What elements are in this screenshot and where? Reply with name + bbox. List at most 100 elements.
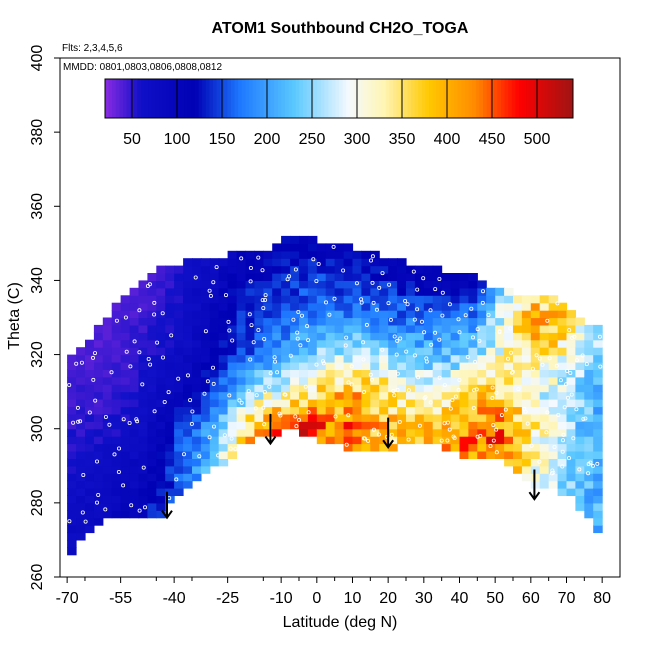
heatmap-cell — [236, 250, 247, 259]
heatmap-cell — [111, 436, 122, 445]
heatmap-cell — [156, 465, 166, 474]
heatmap-cell — [388, 273, 398, 281]
heatmap-cell — [548, 317, 559, 326]
heatmap-cell — [477, 362, 487, 370]
heatmap-cell — [459, 332, 469, 341]
colorbar-segment — [515, 79, 520, 118]
heatmap-cell — [138, 480, 148, 489]
colorbar-segment — [339, 79, 344, 118]
heatmap-cell — [254, 413, 264, 422]
heatmap-cell — [414, 413, 425, 422]
heatmap-cell — [441, 384, 452, 393]
heatmap-cell — [227, 428, 238, 437]
heatmap-cell — [227, 250, 238, 259]
heatmap-cell — [307, 413, 318, 422]
observation-point — [564, 382, 569, 387]
observation-point — [237, 398, 242, 403]
heatmap-cell — [361, 399, 371, 408]
heatmap-cell — [325, 317, 336, 326]
heatmap-cell — [147, 443, 157, 452]
heatmap-cell — [192, 324, 202, 333]
observation-point — [386, 301, 391, 306]
heatmap-cell — [539, 339, 550, 348]
heatmap-cell — [388, 369, 398, 378]
heatmap-cell — [432, 287, 443, 296]
observation-point — [480, 300, 485, 305]
heatmap-cell — [263, 332, 273, 341]
colorbar-segment — [126, 79, 131, 118]
heatmap-cell — [165, 443, 175, 452]
heatmap-cell — [441, 287, 452, 296]
heatmap-cell — [325, 302, 336, 311]
colorbar-segment — [141, 79, 146, 118]
heatmap-cell — [147, 384, 157, 393]
heatmap-cell — [468, 384, 478, 393]
colorbar-segment — [256, 79, 261, 118]
heatmap-cell — [147, 317, 157, 326]
heatmap-cell — [165, 317, 175, 326]
heatmap-cell — [76, 413, 86, 422]
heatmap-cell — [165, 465, 175, 474]
observation-point — [275, 370, 280, 375]
heatmap-cell — [129, 295, 140, 304]
heatmap-cell — [200, 362, 211, 370]
colorbar-segment — [432, 79, 437, 118]
heatmap-cell — [557, 451, 568, 459]
observation-point — [160, 311, 165, 316]
observation-point — [251, 340, 256, 345]
observation-point — [247, 312, 252, 317]
heatmap-cell — [147, 324, 157, 333]
observation-point — [456, 387, 461, 392]
colorbar-segment — [454, 79, 459, 118]
heatmap-cell — [299, 302, 309, 311]
observation-point — [415, 307, 420, 312]
heatmap-cell — [468, 376, 478, 385]
colorbar-segment — [274, 79, 279, 118]
observation-point — [364, 322, 369, 327]
colorbar-segment — [169, 79, 174, 118]
heatmap-cell — [370, 436, 380, 445]
heatmap-cell — [67, 539, 77, 548]
observation-point — [376, 432, 381, 437]
heatmap-cell — [147, 458, 157, 467]
heatmap-cell — [156, 332, 166, 341]
heatmap-cell — [352, 317, 362, 326]
heatmap-cell — [352, 436, 362, 445]
heatmap-cell — [593, 384, 603, 393]
heatmap-cell — [102, 317, 113, 326]
heatmap-cell — [93, 473, 104, 482]
heatmap-cell — [272, 362, 282, 370]
colorbar-segment — [202, 79, 207, 118]
heatmap-cell — [236, 258, 247, 267]
heatmap-cell — [432, 384, 443, 393]
heatmap-cell — [352, 310, 362, 319]
observation-point — [148, 362, 153, 367]
heatmap-cell — [174, 421, 184, 430]
heatmap-cell — [352, 347, 362, 356]
heatmap-cell — [281, 295, 291, 304]
heatmap-cell — [557, 436, 568, 445]
heatmap-cell — [575, 428, 585, 437]
heatmap-cell — [450, 280, 461, 289]
heatmap-cell — [129, 317, 140, 326]
heatmap-cell — [495, 443, 505, 452]
colorbar-segment — [519, 79, 524, 118]
colorbar-segment — [364, 79, 369, 118]
heatmap-cell — [548, 376, 559, 385]
observation-point — [306, 410, 311, 415]
heatmap-cell — [316, 369, 327, 378]
colorbar-segment — [407, 79, 412, 118]
heatmap-cell — [192, 295, 202, 304]
heatmap-cell — [325, 347, 336, 356]
observation-point — [581, 416, 586, 421]
heatmap-cell — [486, 332, 496, 341]
observation-point — [475, 327, 480, 332]
heatmap-cell — [379, 369, 389, 378]
heatmap-cell — [218, 391, 229, 400]
observation-point — [510, 369, 515, 374]
heatmap-cell — [165, 406, 175, 415]
heatmap-cell — [397, 265, 407, 274]
heatmap-cell — [486, 369, 496, 378]
heatmap-cell — [129, 443, 140, 452]
heatmap-cell — [111, 391, 122, 400]
